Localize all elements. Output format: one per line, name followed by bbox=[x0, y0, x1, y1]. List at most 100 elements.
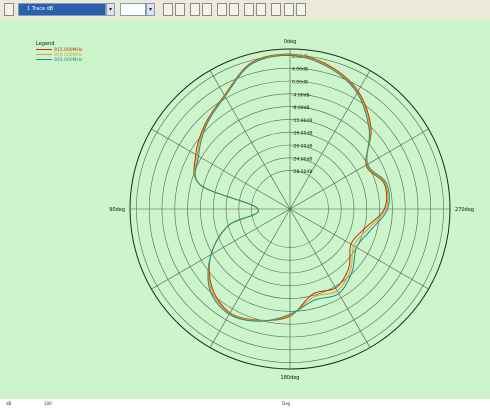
data-point bbox=[370, 127, 372, 129]
grid-ring bbox=[200, 119, 380, 299]
data-point bbox=[363, 228, 365, 230]
data-point bbox=[289, 315, 291, 317]
data-point bbox=[210, 287, 212, 289]
scale-icon[interactable] bbox=[256, 3, 266, 16]
data-point bbox=[366, 229, 368, 231]
secondary-select-chevron-down-icon[interactable]: ▾ bbox=[146, 3, 155, 16]
data-point bbox=[210, 254, 212, 256]
data-point bbox=[357, 90, 359, 92]
data-point bbox=[350, 243, 352, 245]
radial-tick-label: -12.00dB bbox=[292, 118, 312, 124]
grid-ring bbox=[161, 80, 419, 338]
grid-ring bbox=[187, 106, 393, 312]
radial-tick-label: -4.00dB bbox=[292, 92, 310, 98]
data-point bbox=[365, 164, 367, 166]
status-mid-value: 100 bbox=[44, 401, 52, 406]
data-point bbox=[313, 296, 315, 298]
zoom-icon[interactable] bbox=[175, 3, 185, 16]
data-point bbox=[289, 313, 291, 315]
marker-icon[interactable] bbox=[190, 3, 200, 16]
radial-tick-label: 0.00dB bbox=[292, 80, 308, 86]
legend-entry: 915.000MHz bbox=[54, 47, 83, 53]
data-point bbox=[328, 64, 329, 66]
grid-outer-ring bbox=[129, 48, 451, 370]
mode-select-chevron-down-icon[interactable]: ▾ bbox=[106, 3, 115, 16]
data-point bbox=[224, 96, 226, 97]
legend-entry: 920.000MHz bbox=[54, 52, 83, 58]
data-point bbox=[348, 267, 350, 269]
data-point bbox=[312, 293, 314, 295]
data-point bbox=[387, 208, 389, 210]
grid-ring bbox=[251, 170, 329, 248]
radial-tick-label: -28.00dB bbox=[292, 169, 312, 175]
data-point bbox=[250, 63, 252, 65]
secondary-select[interactable] bbox=[120, 3, 146, 16]
data-point bbox=[383, 183, 385, 185]
angle-tick-label: 270deg bbox=[455, 207, 474, 213]
grid-spoke bbox=[151, 208, 291, 290]
data-point bbox=[228, 313, 230, 315]
grid-spoke bbox=[289, 208, 429, 290]
radial-tick-label: 4.00dB bbox=[292, 67, 308, 73]
polar-icon[interactable] bbox=[229, 3, 239, 16]
plot-area: 8.00dB 4.00dB 0.00dB -4.00dB -8.00dB -12.00dB… bbox=[0, 19, 490, 399]
data-point bbox=[367, 163, 369, 165]
grid-spoke bbox=[209, 70, 291, 210]
mode-select[interactable]: 1 Trace dB bbox=[18, 3, 106, 16]
data-point bbox=[351, 270, 353, 272]
legend-title: Legend bbox=[36, 41, 54, 47]
status-left-value: dB bbox=[6, 401, 12, 406]
angle-tick-label: 0deg bbox=[284, 39, 297, 45]
grid-ring bbox=[148, 67, 432, 351]
data-point bbox=[336, 290, 338, 292]
data-point bbox=[211, 286, 213, 288]
grid-icon[interactable] bbox=[202, 3, 212, 16]
grid-ring bbox=[212, 131, 368, 287]
data-point bbox=[227, 225, 229, 227]
status-center-label: Deg bbox=[282, 401, 291, 406]
data-point bbox=[199, 184, 201, 186]
data-point bbox=[385, 182, 387, 184]
radial-tick-label: -16.00dB bbox=[292, 131, 312, 137]
status-bar: dB 100 Deg bbox=[0, 399, 490, 408]
data-point bbox=[198, 155, 199, 157]
data-point bbox=[384, 183, 386, 184]
grid-spoke bbox=[151, 128, 291, 210]
toolbar-menu-button[interactable] bbox=[4, 3, 14, 16]
legend-icon[interactable] bbox=[271, 3, 281, 16]
data-point bbox=[327, 65, 329, 67]
trace-icon[interactable] bbox=[244, 3, 254, 16]
radial-tick-label: -8.00dB bbox=[292, 105, 310, 111]
grid-spoke bbox=[289, 208, 371, 348]
legend-entry: 925.000MHz bbox=[54, 57, 83, 63]
data-point bbox=[350, 269, 352, 271]
cursor-icon[interactable] bbox=[163, 3, 173, 16]
copy-icon[interactable] bbox=[217, 3, 227, 16]
radial-tick-label: -20.00dB bbox=[292, 144, 312, 150]
data-point bbox=[209, 288, 211, 290]
data-point bbox=[196, 154, 198, 156]
grid-spoke bbox=[289, 70, 371, 210]
radial-tick-label: -24.00dB bbox=[292, 156, 312, 162]
grid-spoke bbox=[289, 128, 429, 210]
data-point bbox=[327, 66, 329, 68]
data-point bbox=[368, 129, 370, 131]
data-point bbox=[204, 123, 206, 125]
data-point bbox=[383, 208, 385, 210]
data-point bbox=[205, 124, 207, 126]
angle-tick-label: 180deg bbox=[281, 375, 300, 381]
data-point bbox=[313, 299, 315, 301]
data-point bbox=[229, 313, 231, 314]
grid-ring bbox=[174, 93, 406, 325]
data-point bbox=[356, 92, 358, 94]
data-point bbox=[369, 230, 371, 231]
print-icon[interactable] bbox=[296, 3, 306, 16]
export-icon[interactable] bbox=[284, 3, 294, 16]
data-point bbox=[289, 54, 291, 56]
polar-chart: 8.00dB4.00dB0.00dB-4.00dB-8.00dB-12.00dB… bbox=[36, 39, 474, 381]
data-point bbox=[195, 154, 197, 156]
data-point bbox=[356, 246, 357, 248]
data-point bbox=[338, 293, 340, 294]
grid-ring bbox=[225, 144, 355, 274]
grid-spoke bbox=[209, 208, 291, 348]
